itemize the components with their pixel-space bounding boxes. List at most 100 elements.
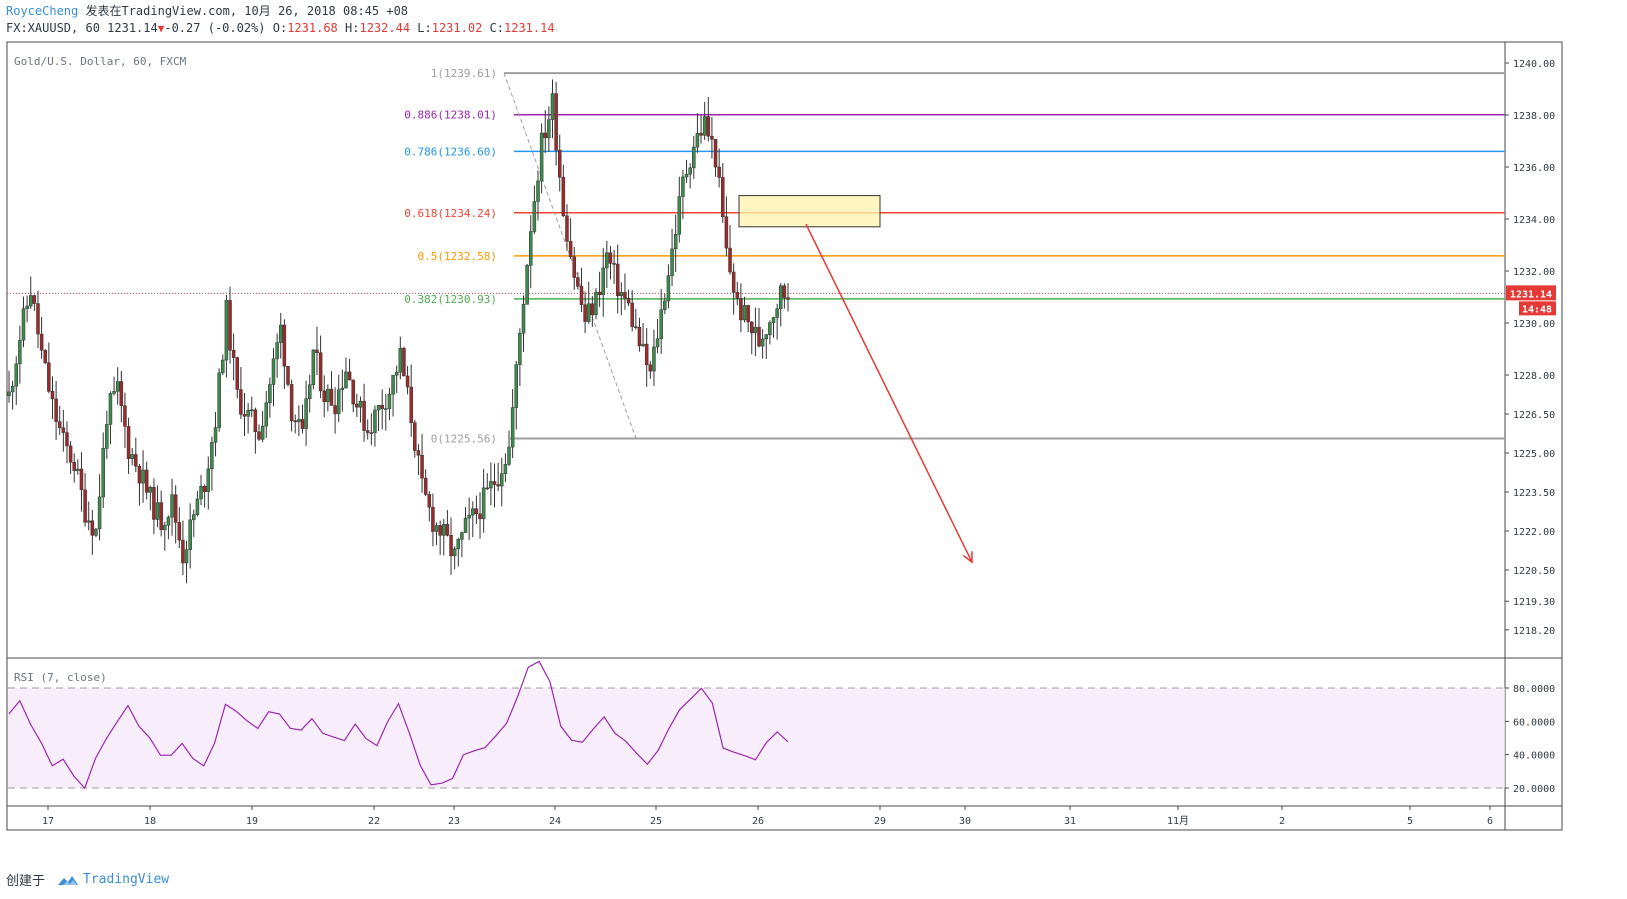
candle-body [7,391,11,397]
candle-body [163,524,167,530]
candle-body [14,363,18,387]
last-price: 1231.14 [107,21,158,35]
candle-body [228,300,232,351]
candle-body [340,387,345,390]
candle-body [253,409,258,433]
candle-body [532,201,537,232]
fib-level-label: 0.382(1230.93) [404,293,497,306]
candle-body [445,524,450,536]
candle-body [260,425,265,440]
candle-body [576,277,580,287]
candle-body [333,405,337,415]
candle-body [36,303,40,335]
candle-body [311,349,316,385]
candle-body [402,348,406,377]
candle-body [503,464,508,475]
candle-body [65,432,69,447]
candle-body [297,419,301,423]
candle-body [380,405,384,409]
candle-body [608,252,613,264]
candle-body [76,468,80,471]
candle-body [376,405,381,411]
time-tick-label: 23 [448,816,460,827]
candle-body [18,339,22,365]
candle-body [518,332,522,365]
price-tick-label: 1219.30 [1513,597,1555,608]
author-link[interactable]: RoyceCheng [6,4,79,18]
tradingview-brand-link[interactable]: TradingView [83,872,170,887]
candle-body [10,385,15,393]
candle-body [398,348,403,373]
candle-body [771,317,776,323]
candle-body [757,326,761,347]
candle-body [612,263,616,265]
candle-body [500,473,504,487]
candle-body [86,520,91,523]
price-tick-label: 1222.00 [1513,527,1555,538]
candle-body [525,265,529,305]
symbol-label: FX:XAUUSD, 60 [6,21,100,35]
fib-level-label: 0.786(1236.60) [404,145,497,158]
candle-body [666,275,671,302]
candle-body [21,308,26,341]
time-tick-label: 31 [1064,816,1076,827]
candle-body [460,532,464,540]
candle-body [663,300,667,310]
rsi-tick-label: 60.0000 [1513,717,1555,728]
price-tick-label: 1226.50 [1513,410,1555,421]
candle-body [307,384,312,399]
candle-body [119,381,124,406]
candle-body [101,448,105,498]
candle-body [39,333,44,351]
chart-header: RoyceCheng 发表在TradingView.com, 10月 26, 2… [6,3,555,37]
candle-body [489,481,493,489]
candle-body [717,166,721,178]
candle-body [438,525,442,536]
created-label: 创建于 [6,874,46,889]
candle-body [282,324,287,367]
candle-body [521,304,526,334]
candle-body [322,390,326,403]
candle-body [536,180,540,202]
candle-body [300,419,305,429]
candle-body [152,487,156,520]
candle-body [394,371,399,376]
candle-body [387,393,392,409]
candle-body [68,445,73,463]
candle-body [601,267,605,296]
candle-body [713,139,718,168]
candle-body [391,374,395,395]
candle-body [47,362,51,392]
footer: 创建于 TradingView [6,870,169,889]
publish-info: 发表在TradingView.com, 10月 26, 2018 08:45 +… [85,4,409,18]
candle-body [90,520,95,536]
candle-body [644,343,649,366]
candle-body [561,176,566,217]
candle-body [641,343,645,347]
candle-body [355,403,359,408]
candle-body [456,539,461,550]
candle-body [597,291,602,296]
candle-body [677,196,682,235]
candle-body [695,132,700,148]
time-tick-label: 6 [1487,816,1493,827]
rsi-tick-label: 40.0000 [1513,751,1555,762]
candle-body [431,506,435,532]
candle-body [206,468,211,492]
candle-body [507,446,511,465]
candle-body [344,371,348,389]
candle-body [123,405,127,427]
forecast-arrow-head [962,551,973,564]
candle-body [221,359,225,374]
candle-body [492,481,497,485]
candle-body [702,116,707,136]
header-row-1: RoyceCheng 发表在TradingView.com, 10月 26, 2… [6,3,555,20]
current-price-label: 1231.14 [1510,289,1552,300]
candle-body [547,119,551,139]
candle-body [369,432,374,434]
countdown-badge [1519,301,1556,316]
candle-body [148,487,153,493]
candle-body [467,514,471,519]
candle-body [210,442,214,470]
